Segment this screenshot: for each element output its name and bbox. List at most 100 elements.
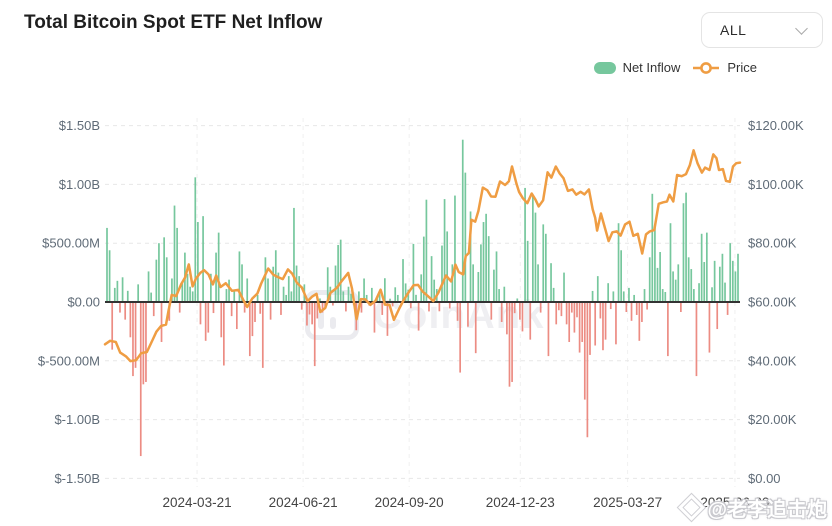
inflow-bar[interactable] <box>345 302 347 312</box>
inflow-bar[interactable] <box>451 264 454 302</box>
inflow-bar[interactable] <box>407 289 410 302</box>
inflow-bar[interactable] <box>119 302 121 313</box>
inflow-bar[interactable] <box>243 302 246 313</box>
price-line[interactable] <box>103 149 742 363</box>
inflow-bar[interactable] <box>293 207 295 302</box>
inflow-bar[interactable] <box>498 289 500 302</box>
inflow-bar[interactable] <box>635 302 638 315</box>
inflow-bar[interactable] <box>173 205 176 302</box>
inflow-bar[interactable] <box>433 279 436 302</box>
inflow-bar[interactable] <box>251 302 254 337</box>
inflow-bar[interactable] <box>384 278 386 302</box>
inflow-bar[interactable] <box>474 302 477 354</box>
inflow-bar[interactable] <box>630 302 633 321</box>
inflow-bar[interactable] <box>259 302 262 314</box>
inflow-bar[interactable] <box>319 298 321 302</box>
inflow-bar[interactable] <box>557 302 560 311</box>
inflow-bar[interactable] <box>576 302 578 318</box>
inflow-bar[interactable] <box>272 266 275 302</box>
inflow-bar[interactable] <box>197 222 199 302</box>
inflow-bar[interactable] <box>285 294 288 302</box>
inflow-bar[interactable] <box>638 302 641 341</box>
inflow-bar[interactable] <box>589 302 591 355</box>
inflow-bar[interactable] <box>238 251 241 302</box>
inflow-bar[interactable] <box>404 283 407 302</box>
inflow-bar[interactable] <box>651 193 654 302</box>
inflow-bar[interactable] <box>461 139 464 302</box>
inflow-bar[interactable] <box>334 265 337 302</box>
inflow-bar[interactable] <box>615 302 617 345</box>
inflow-bar[interactable] <box>643 289 646 302</box>
inflow-bar[interactable] <box>641 302 643 322</box>
inflow-bar[interactable] <box>721 253 724 302</box>
inflow-bar[interactable] <box>503 286 506 302</box>
inflow-bar[interactable] <box>612 291 615 302</box>
inflow-bar[interactable] <box>448 302 451 309</box>
inflow-bar[interactable] <box>532 194 534 302</box>
inflow-bar[interactable] <box>313 302 316 367</box>
inflow-bar[interactable] <box>113 287 116 302</box>
inflow-bar[interactable] <box>682 203 685 302</box>
inflow-bar[interactable] <box>308 302 311 315</box>
inflow-bar[interactable] <box>129 302 132 338</box>
inflow-bar[interactable] <box>347 286 350 302</box>
inflow-bar[interactable] <box>622 291 625 302</box>
inflow-bar[interactable] <box>604 302 607 340</box>
inflow-bar[interactable] <box>111 302 114 350</box>
inflow-bar[interactable] <box>132 302 134 377</box>
inflow-bar[interactable] <box>360 302 363 313</box>
inflow-bar[interactable] <box>342 291 345 302</box>
inflow-bar[interactable] <box>680 302 682 312</box>
inflow-bar[interactable] <box>633 294 635 302</box>
inflow-bar[interactable] <box>412 243 415 302</box>
inflow-bar[interactable] <box>246 278 249 302</box>
inflow-bar[interactable] <box>485 213 487 302</box>
inflow-bar[interactable] <box>708 302 711 353</box>
inflow-bar[interactable] <box>591 290 594 302</box>
inflow-bar[interactable] <box>220 302 223 338</box>
inflow-bar[interactable] <box>537 264 539 302</box>
inflow-bar[interactable] <box>560 302 563 317</box>
inflow-bar[interactable] <box>402 259 404 302</box>
inflow-bar[interactable] <box>628 287 630 302</box>
inflow-bar[interactable] <box>487 236 490 302</box>
inflow-bar[interactable] <box>731 260 734 302</box>
inflow-bar[interactable] <box>152 302 155 317</box>
inflow-bar[interactable] <box>459 302 461 373</box>
inflow-bar[interactable] <box>718 266 721 302</box>
inflow-bar[interactable] <box>594 302 597 346</box>
inflow-bar[interactable] <box>547 302 550 357</box>
inflow-bar[interactable] <box>264 257 267 302</box>
inflow-bar[interactable] <box>425 199 428 302</box>
inflow-bar[interactable] <box>661 289 664 302</box>
inflow-bar[interactable] <box>121 277 124 302</box>
inflow-bar[interactable] <box>550 263 552 302</box>
inflow-bar[interactable] <box>428 302 430 312</box>
inflow-bar[interactable] <box>596 276 599 302</box>
inflow-bar[interactable] <box>339 239 342 302</box>
inflow-bar[interactable] <box>508 302 511 387</box>
inflow-bar[interactable] <box>599 302 602 319</box>
inflow-bar[interactable] <box>677 264 680 302</box>
inflow-bar[interactable] <box>223 302 225 366</box>
inflow-bar[interactable] <box>160 302 163 342</box>
inflow-bar[interactable] <box>235 302 238 330</box>
inflow-bar[interactable] <box>570 302 573 313</box>
inflow-bar[interactable] <box>189 286 191 302</box>
inflow-bar[interactable] <box>687 257 690 302</box>
inflow-bar[interactable] <box>210 273 212 302</box>
inflow-bar[interactable] <box>690 269 693 302</box>
inflow-bar[interactable] <box>469 211 472 302</box>
inflow-bar[interactable] <box>568 302 571 342</box>
inflow-bar[interactable] <box>506 302 508 335</box>
inflow-bar[interactable] <box>373 302 376 333</box>
inflow-bar[interactable] <box>267 278 269 302</box>
inflow-bar[interactable] <box>734 271 737 302</box>
inflow-bar[interactable] <box>705 232 708 302</box>
inflow-bar[interactable] <box>116 280 119 302</box>
inflow-bar[interactable] <box>495 251 498 302</box>
inflow-bar[interactable] <box>147 271 150 302</box>
inflow-bar[interactable] <box>438 302 441 312</box>
inflow-bar[interactable] <box>524 187 526 302</box>
inflow-bar[interactable] <box>311 302 313 325</box>
